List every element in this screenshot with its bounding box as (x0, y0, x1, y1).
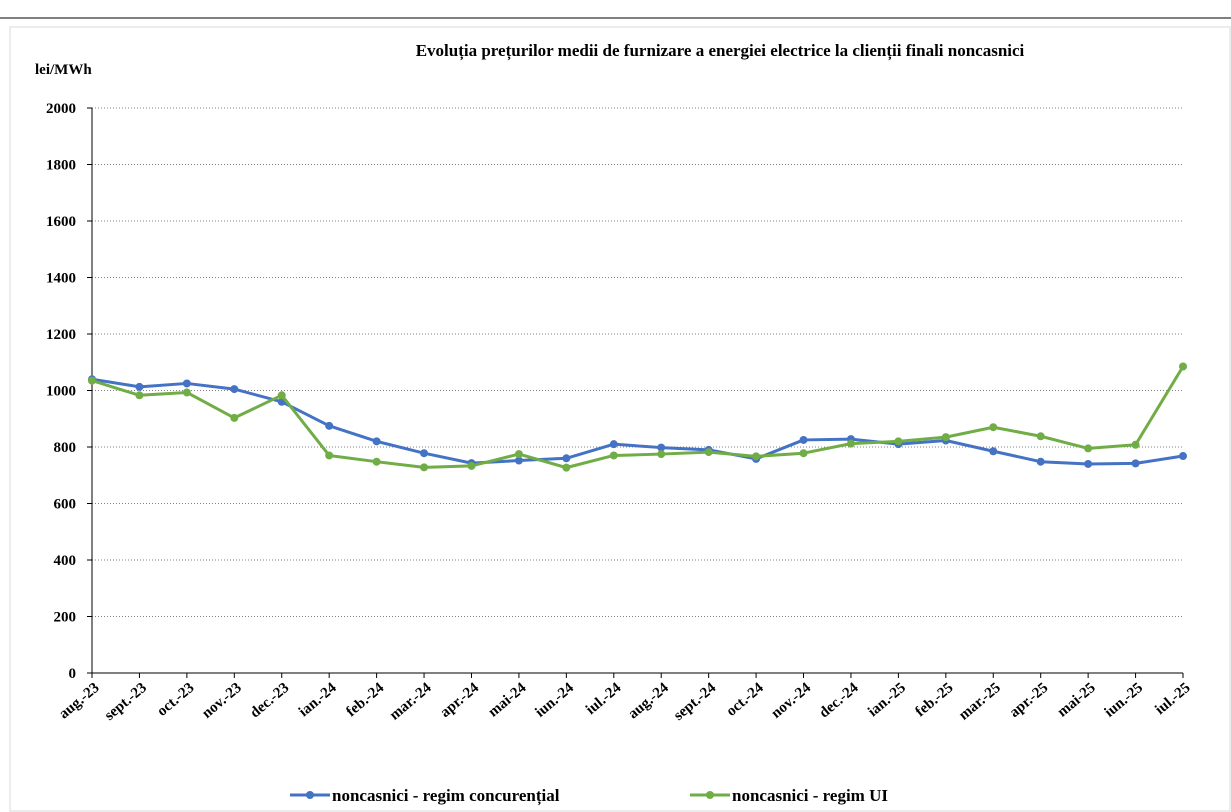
x-tick-label: ian.-25 (865, 680, 909, 720)
point (182, 388, 191, 397)
x-tick-label: oct.-23 (154, 680, 197, 720)
x-tick-label: dec.-23 (247, 680, 292, 721)
x-tick-label: iun.-25 (1102, 680, 1146, 721)
point (182, 379, 191, 388)
x-tick-label: nov.-23 (199, 680, 245, 722)
point (752, 452, 761, 461)
point (135, 391, 144, 400)
point (135, 382, 144, 391)
y-tick-label: 1600 (46, 214, 76, 230)
point (514, 450, 523, 459)
point (467, 461, 476, 470)
point (799, 435, 808, 444)
point (1131, 440, 1140, 449)
x-tick-label: dec.-24 (816, 679, 861, 721)
x-tick-label: aug.-24 (625, 679, 672, 722)
point (609, 440, 618, 449)
x-tick-label: mai-25 (1055, 680, 1099, 721)
point (420, 463, 429, 472)
point (420, 449, 429, 458)
x-tick-label: iul.-24 (583, 679, 625, 718)
point (704, 448, 713, 457)
y-axis-unit: lei/MWh (35, 62, 92, 78)
point (277, 391, 286, 400)
x-tick-label: sept.-24 (671, 679, 720, 723)
y-tick-label: 0 (69, 666, 77, 682)
point (1036, 432, 1045, 441)
x-tick-label: feb.-24 (343, 679, 387, 720)
y-tick-label: 1200 (46, 327, 76, 343)
point (562, 454, 571, 463)
y-tick-label: 400 (54, 553, 77, 569)
y-tick-label: 1400 (46, 271, 76, 287)
point (941, 433, 950, 442)
series-line (91, 365, 1185, 470)
point (846, 439, 855, 448)
point (88, 376, 96, 385)
legend: noncasnici - regim concurențial noncasnic… (290, 786, 888, 806)
point (657, 450, 666, 459)
y-tick-label: 1800 (46, 158, 76, 174)
point (325, 451, 334, 460)
point (372, 437, 381, 446)
legend-marker (306, 791, 314, 799)
x-tick-label: iun.-24 (532, 679, 577, 720)
y-tick-label: 2000 (46, 101, 76, 117)
y-tick-label: 200 (54, 610, 77, 626)
y-tick-label: 800 (54, 440, 77, 456)
legend-label: noncasnici - regim UI (732, 786, 888, 805)
point (1084, 459, 1093, 468)
point (1084, 444, 1093, 453)
point (230, 413, 239, 422)
point (799, 449, 808, 458)
chart-title: Evoluția prețurilor medii de furnizare a… (416, 41, 1025, 61)
point (372, 457, 381, 466)
point (894, 437, 903, 446)
point (1036, 457, 1045, 466)
point (989, 423, 998, 432)
x-tick-label: sept.-23 (102, 680, 150, 724)
x-tick-label: mai-24 (485, 679, 529, 720)
x-tick-label: nov.-24 (768, 679, 814, 721)
x-tick-label: oct.-24 (724, 679, 768, 719)
point (514, 456, 523, 465)
point (325, 421, 334, 430)
point (657, 443, 666, 452)
series-line (91, 377, 1184, 466)
x-tick-label: feb.-25 (913, 680, 957, 720)
chart-frame (9, 26, 1231, 812)
x-tick-label: iul.-25 (1152, 680, 1193, 718)
point (989, 447, 998, 456)
point (1179, 452, 1187, 461)
x-tick-label: aug.-23 (56, 680, 102, 723)
point (230, 385, 239, 394)
x-tick-label: mar.-24 (387, 679, 435, 723)
y-tick-label: 600 (54, 497, 77, 513)
point (1131, 459, 1140, 468)
x-tick-label: apr.-24 (437, 679, 482, 720)
x-tick-label: ian.-24 (296, 679, 340, 720)
x-tick-label: apr.-25 (1007, 680, 1052, 721)
y-tick-label: 1000 (46, 384, 76, 400)
legend-marker (706, 791, 714, 799)
legend-label: noncasnici - regim concurențial (332, 786, 560, 806)
point (609, 451, 618, 460)
point (562, 463, 571, 472)
point (1179, 362, 1187, 371)
x-tick-label: mar.-25 (956, 680, 1004, 724)
